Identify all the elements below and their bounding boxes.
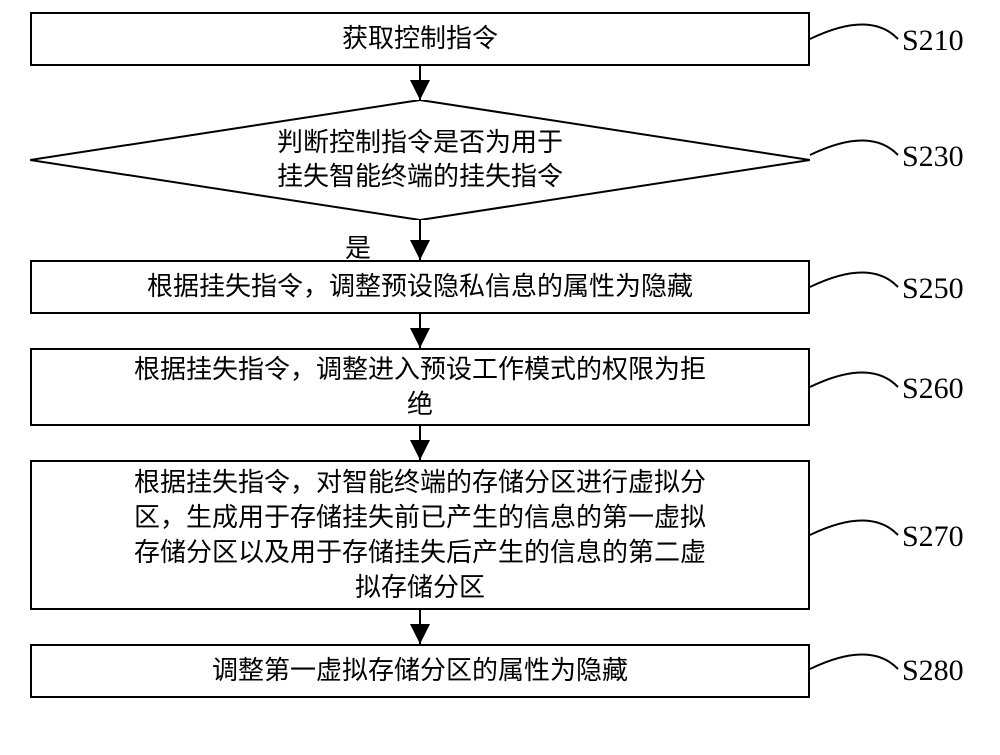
connectors-layer bbox=[0, 0, 1000, 755]
flowchart-canvas: 获取控制指令 根据挂失指令，调整预设隐私信息的属性为隐藏 根据挂失指令，调整进入… bbox=[0, 0, 1000, 755]
